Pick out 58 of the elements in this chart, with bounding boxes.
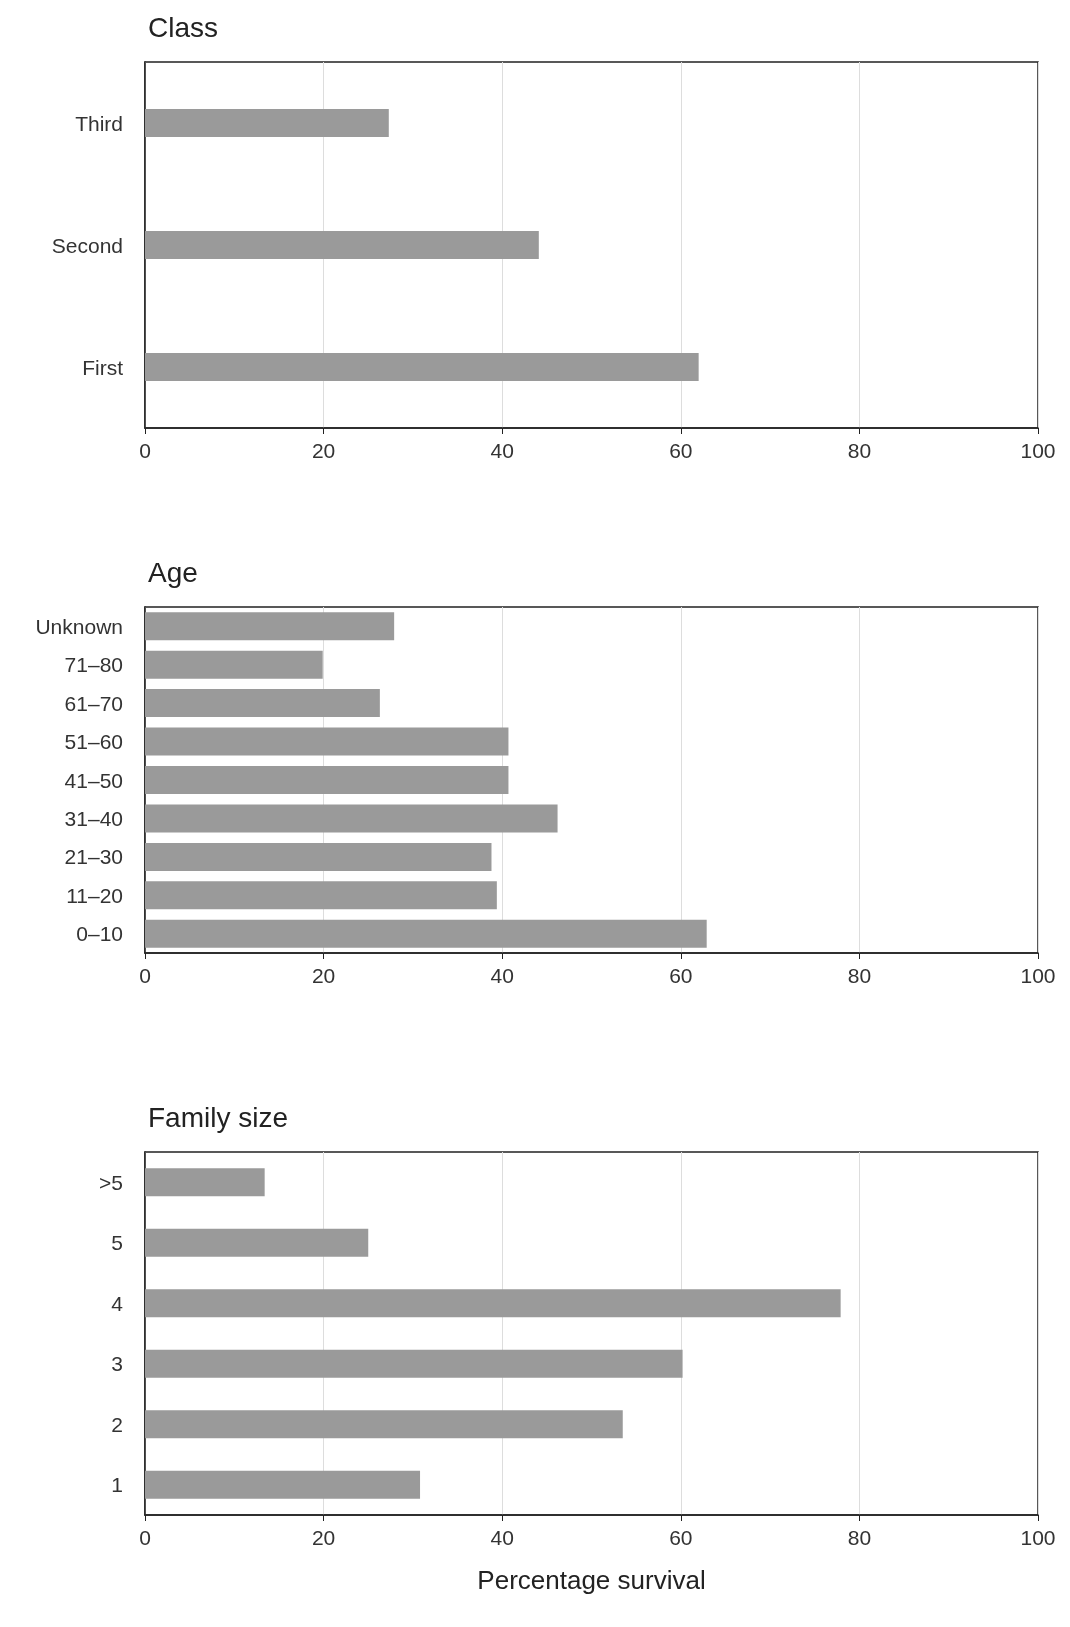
y-tick-label: 2 — [111, 1412, 123, 1436]
x-tick-label: 0 — [139, 964, 151, 987]
x-tick-label: 40 — [490, 1526, 514, 1549]
x-tick-label: 100 — [1020, 964, 1056, 987]
y-tick-label: >5 — [99, 1170, 123, 1194]
bar — [145, 727, 509, 756]
x-tick-label: 60 — [669, 439, 693, 462]
bar — [145, 612, 395, 641]
bar — [145, 1470, 421, 1499]
y-tick-label: 31–40 — [64, 806, 123, 830]
y-tick-label: Third — [75, 111, 123, 135]
bar — [145, 881, 497, 910]
x-tick-label: 80 — [847, 439, 872, 462]
bar — [145, 1228, 369, 1257]
chart-title: Class — [148, 11, 219, 43]
bar — [145, 650, 323, 679]
x-tick-label: 60 — [669, 964, 693, 987]
x-tick-label: 80 — [847, 1526, 872, 1549]
x-tick-label: 20 — [311, 964, 336, 987]
x-axis-title: Percentage survival — [477, 1565, 706, 1595]
y-tick-label: 71–80 — [64, 653, 123, 677]
x-tick-label: 0 — [139, 439, 151, 462]
bar — [145, 1410, 623, 1439]
x-tick-label: 60 — [669, 1526, 693, 1549]
y-tick-label: 61–70 — [64, 691, 123, 715]
y-tick-label: 5 — [111, 1231, 123, 1255]
bar — [145, 1349, 683, 1378]
chart-title: Family size — [148, 1101, 289, 1133]
bar — [145, 804, 558, 833]
y-tick-label: Unknown — [35, 614, 123, 638]
y-tick-label: First — [82, 355, 124, 379]
bar — [145, 231, 539, 259]
y-tick-label: 3 — [111, 1352, 123, 1376]
y-tick-label: Second — [51, 233, 123, 257]
y-tick-label: 11–20 — [66, 883, 123, 907]
bar — [145, 353, 699, 381]
bar — [145, 1289, 841, 1318]
bar — [145, 766, 509, 794]
x-tick-label: 80 — [847, 964, 872, 987]
y-tick-label: 51–60 — [64, 730, 123, 754]
x-tick-label: 100 — [1020, 1526, 1056, 1549]
x-tick-label: 40 — [490, 439, 514, 462]
x-tick-label: 20 — [311, 1526, 336, 1549]
y-tick-label: 1 — [111, 1473, 123, 1497]
y-tick-label: 0–10 — [76, 922, 123, 946]
x-tick-label: 100 — [1020, 439, 1056, 462]
chart-title: Age — [148, 556, 198, 588]
x-tick-label: 20 — [311, 439, 336, 462]
y-tick-label: 4 — [111, 1291, 124, 1315]
bar — [145, 919, 707, 948]
x-tick-label: 0 — [139, 1526, 151, 1549]
bar — [145, 1168, 265, 1197]
x-tick-label: 40 — [490, 964, 514, 987]
bar — [145, 109, 389, 137]
y-tick-label: 41–50 — [64, 768, 123, 792]
bar — [145, 689, 380, 718]
bar — [145, 842, 492, 871]
y-tick-label: 21–30 — [64, 845, 123, 869]
